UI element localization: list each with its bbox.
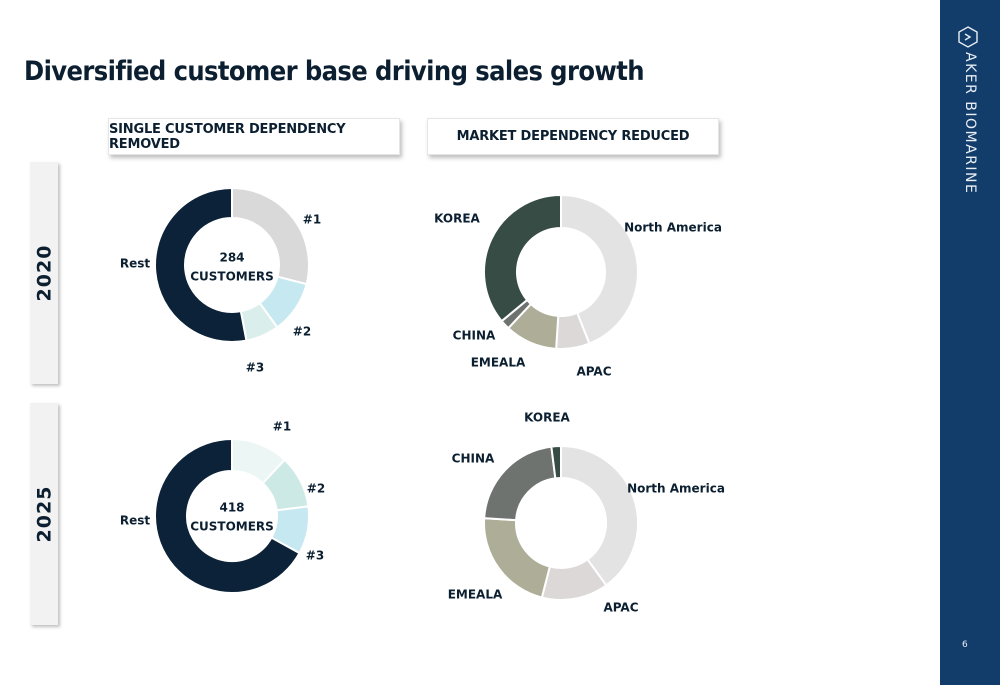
donut-markets-2020: North America APAC EMEALA CHINA KOREA [434, 193, 722, 379]
slice-label-north-america: North America [624, 221, 722, 235]
year-tab-2025: 2025 [30, 403, 58, 625]
slice-china-3 [483, 445, 557, 522]
slice-1-0 [231, 186, 310, 286]
center-count: 284 [219, 251, 244, 265]
slice-north-america-0 [560, 193, 639, 345]
slice-label-emeala: EMEALA [448, 588, 503, 602]
year-tab-2020: 2020 [30, 162, 58, 384]
slice-label-1: #1 [303, 213, 321, 227]
slice-label-apac: APAC [576, 365, 611, 379]
slice-label-1: #1 [273, 420, 291, 434]
slice-label-rest: Rest [120, 514, 151, 528]
slice-north-america-0 [560, 444, 639, 587]
donut-customers-2020: #1 #2 #3 Rest 284 CUSTOMERS [120, 186, 321, 375]
slice-korea-4 [483, 193, 562, 323]
slice-rest-3 [154, 437, 301, 594]
slice-label-emeala: EMEALA [471, 356, 526, 370]
donut-charts: #1 #2 #3 Rest 284 CUSTOMERS North America APAC… [120, 186, 725, 615]
slice-rest-3 [154, 186, 248, 343]
center-count: 418 [219, 501, 244, 515]
aker-logo-icon [958, 26, 978, 48]
center-caption: CUSTOMERS [190, 270, 274, 284]
donut-customers-2025: #1 #2 #3 Rest 418 CUSTOMERS [120, 420, 325, 594]
slice-label-korea: KOREA [434, 212, 480, 226]
header-market-dependency: MARKET DEPENDENCY REDUCED [427, 118, 719, 155]
header-customer-dependency: SINGLE CUSTOMER DEPENDENCY REMOVED [108, 118, 400, 155]
donut-markets-2025: North America APAC EMEALA CHINA KOREA [448, 411, 725, 615]
slice-label-3: #3 [306, 549, 324, 563]
slice-label-rest: Rest [120, 257, 151, 271]
slice-label-korea: KOREA [524, 411, 570, 425]
slice-emeala-2 [483, 517, 552, 599]
page-title: Diversified customer base driving sales … [24, 56, 645, 87]
slice-label-china: CHINA [452, 452, 495, 466]
slice-label-2: #2 [307, 482, 325, 496]
slice-label-north-america: North America [627, 482, 725, 496]
slice-korea-4 [550, 444, 562, 480]
slice-label-3: #3 [246, 361, 264, 375]
brand-sidebar [940, 0, 1000, 685]
slice-label-china: CHINA [453, 329, 496, 343]
center-caption: CUSTOMERS [190, 520, 274, 534]
slice-label-apac: APAC [603, 601, 638, 615]
slice-label-2: #2 [293, 325, 311, 339]
brand-name: AKER BIOMARINE [962, 52, 978, 195]
page-number: 6 [962, 640, 968, 650]
